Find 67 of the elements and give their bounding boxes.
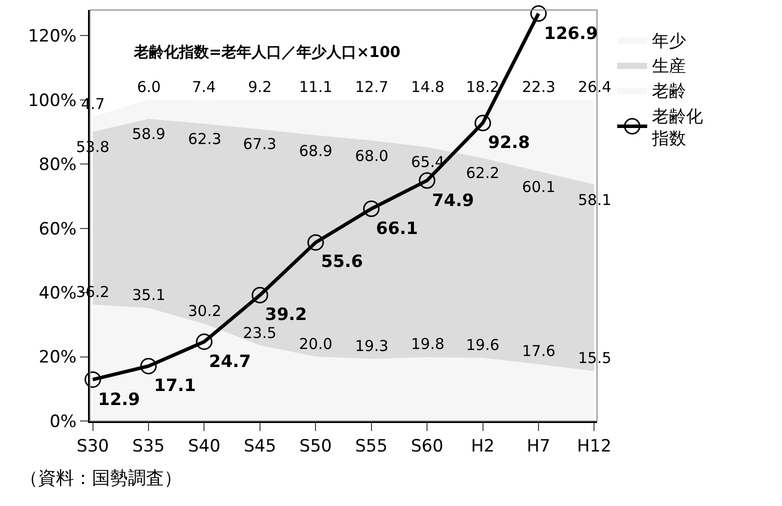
data-label: 68.0 bbox=[355, 147, 388, 165]
point bbox=[84, 371, 102, 388]
text: （資料：国勢調査） bbox=[20, 468, 182, 489]
data-label: 18.2 bbox=[466, 78, 500, 96]
data-label: 20.0 bbox=[299, 335, 332, 353]
point bbox=[363, 200, 380, 218]
data-label: 12.9 bbox=[98, 390, 140, 410]
y-tick-label: 100% bbox=[28, 90, 77, 111]
data-label: 58.1 bbox=[578, 191, 612, 209]
x-tick-label: S55 bbox=[355, 436, 388, 456]
legend-label: 生産 bbox=[652, 56, 686, 77]
data-label: 26.4 bbox=[578, 78, 612, 96]
x-tick-label: S35 bbox=[132, 436, 165, 456]
data-label: 62.3 bbox=[188, 130, 222, 148]
data-label: 19.3 bbox=[355, 337, 388, 355]
data-label: 55.6 bbox=[321, 252, 363, 272]
y-tick-label: 120% bbox=[28, 26, 77, 47]
point bbox=[530, 5, 547, 22]
data-label: 19.8 bbox=[411, 335, 444, 353]
x-tick-label: H12 bbox=[577, 436, 612, 456]
x-tick-label: S60 bbox=[410, 436, 444, 456]
point bbox=[474, 114, 492, 132]
data-label: 11.1 bbox=[299, 78, 332, 96]
y-tick-label: 20% bbox=[38, 348, 77, 368]
data-label: 15.5 bbox=[578, 349, 612, 367]
point bbox=[140, 358, 157, 374]
data-label: 14.8 bbox=[411, 78, 444, 96]
data-label: 74.9 bbox=[432, 191, 474, 211]
y-tick-label: 0% bbox=[50, 412, 77, 432]
data-label: 67.3 bbox=[243, 135, 276, 153]
x-tick-label: S30 bbox=[76, 436, 110, 456]
data-label: 19.6 bbox=[466, 336, 500, 354]
point bbox=[252, 286, 268, 304]
data-label: 9.2 bbox=[248, 78, 272, 96]
data-label: 17.1 bbox=[154, 376, 196, 396]
data-label: 68.9 bbox=[299, 142, 332, 160]
data-label: 12.7 bbox=[355, 78, 388, 96]
legend-label: 老齢化指数 bbox=[651, 106, 704, 149]
data-label: 23.5 bbox=[243, 324, 276, 342]
data-label: 39.2 bbox=[265, 305, 307, 325]
legend-label: 老齢 bbox=[652, 82, 686, 102]
x-tick-label: H7 bbox=[526, 436, 550, 456]
x-tick-label: H2 bbox=[470, 436, 495, 456]
legend-label: 年少 bbox=[652, 32, 686, 52]
x-tick-label: S50 bbox=[299, 436, 332, 456]
data-label: 58.9 bbox=[132, 125, 166, 143]
data-label: 35.1 bbox=[132, 286, 166, 304]
x-tick-label: S40 bbox=[188, 436, 220, 456]
data-label: 30.2 bbox=[188, 302, 222, 320]
y-tick-label: 40% bbox=[38, 284, 77, 304]
data-label: 126.9 bbox=[544, 24, 598, 44]
data-label: 62.2 bbox=[466, 164, 500, 182]
y-tick-label: 60% bbox=[38, 219, 77, 240]
point bbox=[418, 172, 436, 189]
data-label: 6.0 bbox=[137, 78, 161, 96]
y-tick-label: 80% bbox=[38, 155, 77, 176]
point bbox=[307, 234, 324, 251]
data-label: 24.7 bbox=[209, 352, 251, 372]
data-label: 22.3 bbox=[522, 78, 556, 96]
data-label: 17.6 bbox=[522, 342, 556, 360]
data-label: 60.1 bbox=[522, 178, 556, 196]
x-tick-label: S45 bbox=[244, 436, 276, 456]
data-label: 92.8 bbox=[488, 133, 530, 153]
point bbox=[196, 333, 212, 350]
data-label: 7.4 bbox=[192, 78, 216, 96]
annotation: 老齢化指数=老年人口／年少人口×100 bbox=[133, 43, 400, 61]
data-label: 66.1 bbox=[376, 219, 418, 239]
